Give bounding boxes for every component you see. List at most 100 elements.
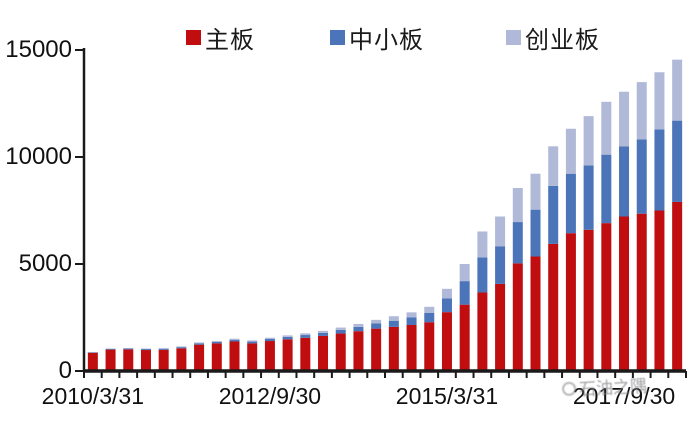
bar-segment-创业板-2016/3/31 (512, 188, 523, 223)
bar-segment-创业板-2010/12/31 (140, 348, 151, 350)
bar-segment-创业板-2011/3/31 (158, 348, 169, 349)
bar-segment-创业板-2012/6/30 (247, 340, 258, 342)
legend-label: 中小板 (349, 27, 424, 54)
bar-segment-主板-2018/6/30 (672, 201, 683, 371)
bar-segment-中小板-2014/12/31 (424, 313, 435, 323)
legend-swatch-blue-icon (330, 30, 345, 45)
bar-segment-创业板-2016/9/30 (548, 146, 559, 186)
bar-segment-主板-2011/6/30 (176, 348, 187, 371)
bar-segment-中小板-2016/9/30 (548, 185, 559, 244)
bar-segment-中小板-2016/12/31 (565, 173, 576, 234)
bar-segment-中小板-2016/6/30 (530, 209, 541, 257)
bar-segment-中小板-2017/6/30 (601, 154, 612, 224)
x-tick-label: 2017/9/30 (572, 383, 676, 409)
bar-segment-创业板-2014/3/31 (371, 319, 382, 324)
legend-item-chinext-board: 创业板 (506, 20, 600, 55)
bar-segment-创业板-2011/12/31 (211, 340, 222, 342)
y-tick-label: 15000 (5, 36, 72, 63)
bar-segment-主板-2013/9/30 (335, 333, 346, 371)
bar-segment-主板-2014/6/30 (388, 326, 399, 371)
bar-segment-创业板-2015/9/30 (477, 231, 488, 258)
bar-segment-创业板-2015/3/31 (441, 288, 452, 299)
bar-segment-中小板-2015/12/31 (495, 246, 506, 284)
bar-segment-主板-2015/3/31 (441, 312, 452, 371)
bar-segment-中小板-2011/12/31 (211, 341, 222, 344)
bar-segment-创业板-2018/3/31 (654, 72, 665, 130)
bar-segment-中小板-2018/6/30 (672, 120, 683, 202)
legend-swatch-lightblue-icon (506, 30, 521, 45)
bar-segment-主板-2010/12/31 (140, 350, 151, 371)
bar-segment-创业板-2018/6/30 (672, 59, 683, 121)
bar-segment-中小板-2014/3/31 (371, 323, 382, 329)
bar-segment-主板-2015/9/30 (477, 292, 488, 371)
bar-segment-中小板-2013/6/30 (318, 332, 329, 336)
bar-segment-主板-2010/3/31 (87, 352, 98, 371)
bar-segment-创业板-2010/9/30 (123, 348, 134, 349)
bar-segment-主板-2010/6/30 (105, 349, 116, 371)
legend-item-main-board: 主板 (186, 20, 255, 55)
bar-segment-主板-2013/6/30 (318, 335, 329, 371)
bar-segment-主板-2014/9/30 (406, 324, 417, 371)
bar-segment-主板-2015/12/31 (495, 283, 506, 371)
bar-segment-中小板-2016/3/31 (512, 222, 523, 264)
bar-segment-主板-2016/3/31 (512, 263, 523, 371)
legend-label: 创业板 (525, 27, 600, 54)
bar-segment-创业板-2013/3/31 (300, 333, 311, 336)
legend-swatch-red-icon (186, 30, 201, 45)
x-tick-label: 2015/3/31 (395, 383, 499, 409)
bar-segment-主板-2018/3/31 (654, 210, 665, 371)
bar-segment-创业板-2012/12/31 (282, 335, 293, 337)
bar-segment-主板-2014/3/31 (371, 328, 382, 371)
bar-segment-创业板-2015/6/30 (459, 264, 470, 282)
bar-segment-创业板-2011/6/30 (176, 346, 187, 348)
bar-segment-创业板-2017/3/31 (583, 116, 594, 166)
bar-segment-创业板-2016/6/30 (530, 173, 541, 210)
x-tick-label: 2012/9/30 (218, 383, 322, 409)
bar-segment-创业板-2012/3/31 (229, 338, 240, 340)
bar-segment-中小板-2015/6/30 (459, 281, 470, 305)
bar-segment-中小板-2017/9/30 (619, 146, 630, 217)
bar-segment-中小板-2010/12/31 (140, 349, 151, 351)
bar-segment-中小板-2012/12/31 (282, 336, 293, 340)
bar-segment-创业板-2010/3/31 (87, 351, 98, 353)
bar-segment-中小板-2013/12/31 (353, 326, 364, 332)
bar-segment-中小板-2011/3/31 (158, 348, 169, 350)
bar-segment-主板-2012/3/31 (229, 341, 240, 371)
bar-segment-主板-2010/9/30 (123, 349, 134, 371)
bar-segment-创业板-2013/12/31 (353, 323, 364, 327)
bar-segment-创业板-2014/6/30 (388, 316, 399, 321)
chart-legend: 主板 中小板 创业板 (186, 20, 600, 55)
bar-segment-中小板-2015/9/30 (477, 257, 488, 293)
bar-segment-创业板-2015/12/31 (495, 216, 506, 247)
bar-segment-主板-2017/3/31 (583, 229, 594, 371)
y-tick-label: 10000 (5, 143, 72, 170)
bar-segment-中小板-2011/9/30 (194, 343, 205, 345)
bar-segment-主板-2017/12/31 (636, 213, 647, 371)
bar-segment-中小板-2012/9/30 (264, 339, 275, 342)
bar-segment-创业板-2017/9/30 (619, 91, 630, 147)
bar-segment-主板-2017/9/30 (619, 216, 630, 371)
bar-segment-中小板-2012/3/31 (229, 339, 240, 342)
bar-segment-中小板-2014/6/30 (388, 320, 399, 327)
bar-segment-主板-2016/12/31 (565, 233, 576, 371)
bar-segment-中小板-2015/3/31 (441, 298, 452, 313)
bar-segment-中小板-2018/3/31 (654, 129, 665, 211)
bar-segment-主板-2012/6/30 (247, 343, 258, 371)
bar-segment-创业板-2010/6/30 (105, 348, 116, 350)
legend-item-sme-board: 中小板 (330, 20, 424, 55)
y-tick-label: 5000 (18, 250, 72, 277)
bar-segment-创业板-2013/9/30 (335, 327, 346, 330)
bar-segment-主板-2013/3/31 (300, 337, 311, 371)
bar-segment-创业板-2013/6/30 (318, 330, 329, 333)
bar-segment-创业板-2014/9/30 (406, 312, 417, 318)
bar-segment-主板-2014/12/31 (424, 322, 435, 371)
bar-segment-主板-2012/12/31 (282, 339, 293, 371)
legend-label: 主板 (205, 27, 255, 54)
bar-segment-主板-2016/9/30 (548, 243, 559, 371)
bar-segment-主板-2013/12/31 (353, 331, 364, 371)
bar-segment-中小板-2013/9/30 (335, 329, 346, 334)
bar-segment-中小板-2017/3/31 (583, 165, 594, 230)
bar-segment-主板-2017/6/30 (601, 223, 612, 371)
